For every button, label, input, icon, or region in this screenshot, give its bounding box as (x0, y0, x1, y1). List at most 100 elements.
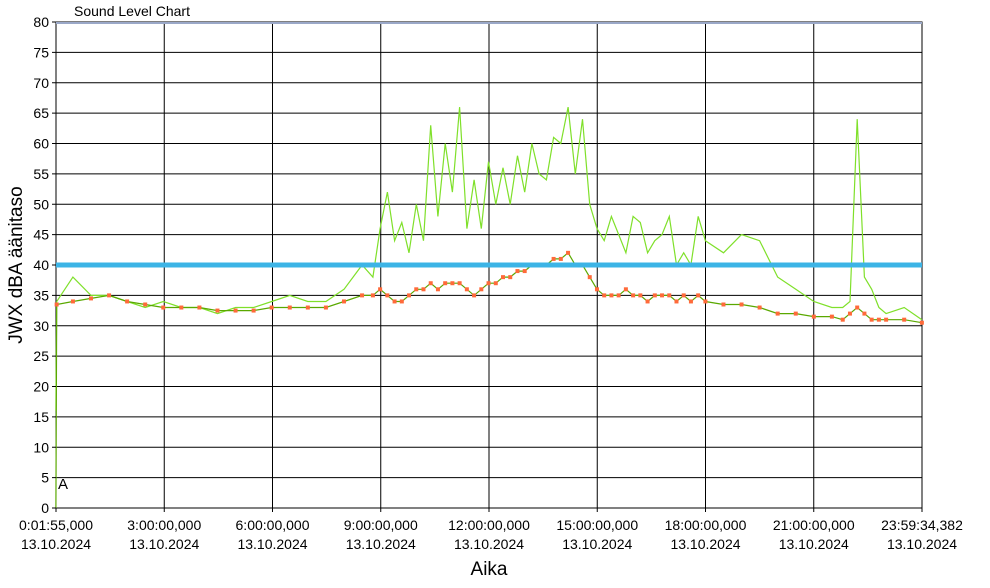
average-level-point (428, 281, 433, 286)
y-axis-ticks: 0 5 10 15 20 25 30 35 40 45 50 55 60 65 70 75 80 (33, 14, 56, 516)
x-tick-date: 13.10.2024 (346, 536, 416, 552)
x-tick-time: 9:00:00,000 (344, 517, 418, 533)
average-level-point (399, 299, 404, 304)
average-level-point (688, 299, 693, 304)
average-level-point (623, 287, 628, 292)
y-tick-label: 15 (33, 409, 49, 425)
average-level-point (793, 311, 798, 316)
x-tick-date: 13.10.2024 (237, 536, 307, 552)
y-tick-label: 65 (33, 105, 49, 121)
x-tick-time: 3:00:00,000 (127, 517, 201, 533)
average-level-point (862, 311, 867, 316)
x-tick-date: 13.10.2024 (562, 536, 632, 552)
average-level-point (501, 275, 506, 280)
average-level-point (88, 296, 93, 301)
average-level-point (869, 317, 874, 322)
average-level-point (435, 287, 440, 292)
average-level-point (161, 305, 166, 310)
x-tick-time: 21:00:00,000 (773, 517, 855, 533)
x-tick-date: 13.10.2024 (779, 536, 849, 552)
average-level-point (631, 293, 636, 298)
average-level-point (392, 299, 397, 304)
y-tick-label: 0 (41, 500, 49, 516)
average-level-point (674, 299, 679, 304)
average-level-point (54, 302, 59, 307)
average-level-point (215, 308, 220, 313)
average-level-point (125, 299, 130, 304)
average-level-point (638, 293, 643, 298)
average-level-point (602, 293, 607, 298)
average-level-point (269, 305, 274, 310)
average-level-point (566, 250, 571, 255)
average-level-point (522, 269, 527, 274)
average-level-point (876, 317, 881, 322)
average-level-point (902, 317, 907, 322)
average-level-point (840, 317, 845, 322)
average-level-point (179, 305, 184, 310)
y-tick-label: 50 (33, 196, 49, 212)
x-tick-time: 6:00:00,000 (236, 517, 310, 533)
y-tick-label: 70 (33, 75, 49, 91)
average-level-point (414, 287, 419, 292)
average-level-point (558, 256, 563, 261)
average-level-point (479, 287, 484, 292)
x-axis-ticks: 0:01:55,000 13.10.2024 3:00:00,000 13.10.20… (19, 508, 963, 552)
average-level-point (370, 293, 375, 298)
x-tick-time: 12:00:00,000 (448, 517, 530, 533)
y-tick-label: 75 (33, 44, 49, 60)
average-level-point (696, 293, 701, 298)
marker-label: A (58, 476, 68, 493)
y-tick-label: 5 (41, 470, 49, 486)
y-tick-label: 55 (33, 166, 49, 182)
average-level-point (721, 302, 726, 307)
average-level-point (739, 302, 744, 307)
average-level-point (450, 281, 455, 286)
peak-level-line (55, 106, 923, 411)
average-level-point (464, 287, 469, 292)
x-tick-date: 13.10.2024 (454, 536, 524, 552)
average-level-point (385, 293, 390, 298)
average-level-point (197, 305, 202, 310)
average-level-point (508, 275, 513, 280)
average-level-point (457, 281, 462, 286)
average-level-point (305, 305, 310, 310)
average-level-point (421, 287, 426, 292)
chart-title: Sound Level Chart (74, 3, 190, 19)
average-level-point (855, 305, 860, 310)
average-level-point (757, 305, 762, 310)
average-level-point (143, 302, 148, 307)
average-level-point (919, 320, 924, 325)
average-level-point (407, 293, 412, 298)
average-level-point (486, 281, 491, 286)
average-level-point (551, 256, 556, 261)
average-level-point (775, 311, 780, 316)
average-level-point (884, 317, 889, 322)
average-level-point (360, 293, 365, 298)
average-level-point (493, 281, 498, 286)
y-tick-label: 80 (33, 14, 49, 30)
average-level-point (829, 314, 834, 319)
y-tick-label: 40 (33, 257, 49, 273)
x-tick-date: 13.10.2024 (670, 536, 740, 552)
average-level-point (587, 275, 592, 280)
average-level-point (378, 287, 383, 292)
average-level-point (811, 314, 816, 319)
y-axis-title: JWX dBA äänitaso (6, 186, 27, 343)
average-level-point (681, 293, 686, 298)
average-level-point (323, 305, 328, 310)
data-series (54, 106, 924, 509)
x-tick-date: 13.10.2024 (21, 536, 91, 552)
average-level-point (515, 269, 520, 274)
average-level-line (55, 251, 923, 509)
y-tick-label: 10 (33, 439, 49, 455)
average-level-point (341, 299, 346, 304)
average-level-point (652, 293, 657, 298)
average-level-point (287, 305, 292, 310)
y-tick-label: 45 (33, 227, 49, 243)
average-level-point (609, 293, 614, 298)
average-level-point (616, 293, 621, 298)
average-level-point (70, 299, 75, 304)
y-tick-label: 20 (33, 379, 49, 395)
y-tick-label: 60 (33, 136, 49, 152)
